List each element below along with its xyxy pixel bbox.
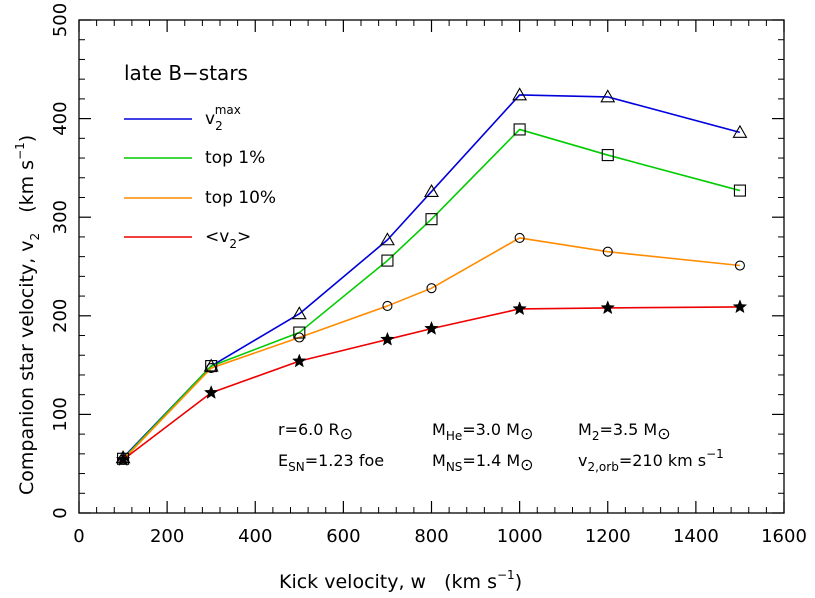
top1-marker	[601, 149, 614, 162]
y-tick-label: 0	[50, 507, 71, 518]
vmax-marker	[600, 89, 616, 103]
top1-marker	[513, 123, 526, 136]
mean-marker	[203, 385, 219, 399]
vmax-marker	[424, 183, 439, 197]
x-tick-label: 400	[238, 526, 272, 547]
annotation-radius: r=6.0 R⊙	[278, 420, 353, 443]
top10-marker	[206, 363, 217, 374]
series-line-vmax	[122, 94, 741, 459]
x-tick-label: 800	[414, 526, 448, 547]
mean-marker	[512, 301, 527, 316]
x-tick-label: 600	[326, 526, 360, 547]
y-axis-label: Companion star velocity, v2(km s−1)	[13, 135, 42, 495]
series-top10	[122, 237, 741, 461]
vmax-marker	[512, 87, 528, 101]
mean-marker	[732, 299, 748, 314]
legend-label-top1: top 1%	[205, 148, 265, 168]
top10-marker	[382, 300, 393, 311]
y-tick-label: 500	[50, 3, 71, 37]
top10-marker	[426, 283, 437, 294]
parameter-annotations: r=6.0 R⊙ MHe=3.0 M⊙ M2=3.5 M⊙ ESN=1.23 f…	[278, 420, 724, 474]
x-tick-label: 200	[150, 526, 184, 547]
markers-mean	[115, 299, 748, 466]
series-vmax	[122, 94, 741, 459]
x-tick-label: 1600	[761, 526, 807, 547]
top1-marker	[425, 213, 438, 226]
markers-top1	[117, 123, 746, 465]
legend-label-mean: <v2>	[205, 227, 251, 251]
top1-marker	[293, 326, 306, 339]
y-tick-label: 100	[50, 397, 71, 431]
legend-label-vmax: v2max	[205, 103, 241, 133]
top1-marker	[205, 360, 218, 373]
vmax-marker	[379, 232, 395, 246]
y-tick-label: 400	[50, 101, 71, 135]
series-layer	[115, 87, 748, 466]
chart-title: late B−stars	[124, 61, 248, 85]
top10-marker	[514, 232, 525, 243]
vmax-marker	[291, 306, 307, 320]
mean-marker	[291, 353, 307, 368]
plot-frame	[78, 19, 785, 514]
x-tick-label: 1000	[497, 526, 543, 547]
axis-ticks: 0 200 400 600 800 1000 1200 1400 1600 0 100 200 300 4…	[50, 3, 807, 547]
annotation-orbital-velocity: v2,orb=210 km s−1	[578, 447, 724, 474]
x-tick-label: 1400	[673, 526, 719, 547]
mean-marker	[424, 320, 439, 335]
y-tick-label: 200	[50, 299, 71, 333]
top1-marker	[381, 254, 394, 267]
annotation-helium-mass: MHe=3.0 M⊙	[432, 420, 533, 443]
series-line-top10	[122, 237, 741, 461]
x-tick-label: 0	[73, 526, 84, 547]
annotation-companion-mass: M2=3.5 M⊙	[578, 420, 671, 443]
series-line-top1	[122, 128, 741, 460]
vmax-marker	[732, 124, 748, 138]
top10-marker	[734, 260, 745, 271]
top10-marker	[602, 246, 613, 257]
legend-label-top10: top 10%	[205, 188, 276, 208]
mean-marker	[600, 300, 616, 315]
legend: v2max top 1% top 10% <v2>	[124, 103, 276, 251]
y-tick-label: 300	[50, 200, 71, 234]
series-top1	[122, 128, 741, 460]
markers-vmax	[115, 87, 748, 464]
annotation-ns-mass: MNS=1.4 M⊙	[432, 451, 534, 474]
series-mean	[122, 306, 740, 461]
mean-marker	[380, 331, 395, 346]
x-axis-label: Kick velocity, w (km s−1)	[279, 568, 522, 593]
x-tick-label: 1200	[585, 526, 631, 547]
top1-marker	[733, 184, 746, 197]
annotation-sn-energy: ESN=1.23 foe	[278, 451, 384, 474]
top10-marker	[294, 332, 305, 343]
mean-marker	[115, 452, 131, 466]
series-line-mean	[122, 306, 740, 461]
